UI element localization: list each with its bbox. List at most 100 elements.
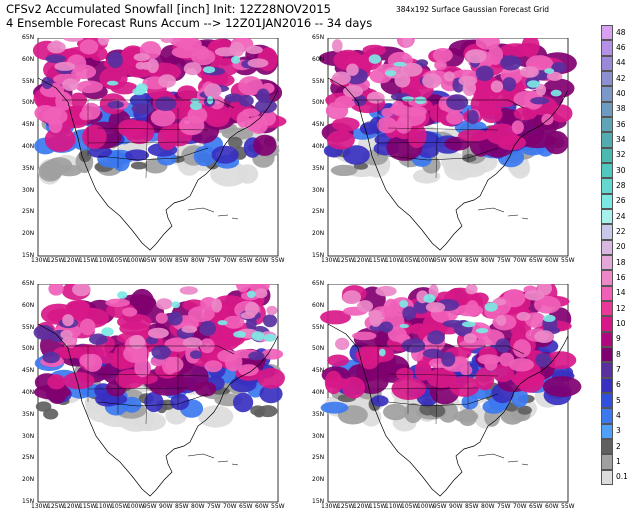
snowfall-contour-blob [149,377,187,396]
snowfall-contour-blob [204,83,222,99]
snowfall-contour-blob [544,130,569,155]
snowfall-contour-blob [47,41,66,54]
snowfall-contour-blob [190,98,200,103]
longitude-tick-label: 80W [481,257,495,264]
snowfall-contour-blob [432,48,453,63]
snowfall-contour-blob [107,100,124,109]
colorbar-label: 5 [616,395,621,405]
snowfall-contour-blob [78,149,92,163]
snowfall-contour-blob [228,136,243,149]
colorbar-swatch [601,377,613,393]
snowfall-contour-blob [131,103,155,115]
snowfall-contour-blob [475,65,494,82]
snowfall-contour-blob [393,61,407,67]
snowfall-contour-blob [63,38,84,42]
snowfall-contour-blob [342,145,370,165]
snowfall-contour-blob [402,306,417,320]
snowfall-contour-blob [254,288,268,299]
snowfall-contour-blob [144,391,164,413]
colorbar-label: 38 [616,104,626,114]
snowfall-contour-blob [352,331,377,341]
longitude-tick-label: 55W [561,503,575,510]
colorbar-swatch [601,301,613,317]
snowfall-contour-blob [217,349,238,363]
snowfall-contour-blob [248,351,265,361]
snowfall-contour-blob [42,351,60,364]
snowfall-contour-blob [97,38,110,46]
snowfall-contour-blob [82,124,107,149]
longitude-tick-label: 105W [111,503,129,510]
snowfall-contour-blob [508,358,535,372]
colorbar-label: 18 [616,257,626,267]
map-panel-run-4: 65N 60N 55N 50N 45N 40N 35N 30N 25N 20N 15N 130W 125… [312,281,584,510]
longitude-tick-label: 120W [353,503,371,510]
snowfall-contour-blob [368,310,383,324]
longitude-tick-label: 125W [337,257,355,264]
latitude-tick-label: 55N [22,323,35,331]
snowfall-contour-blob [497,135,527,151]
snowfall-contour-blob [495,338,511,353]
snowfall-contour-blob [417,145,439,158]
snowfall-contour-blob [502,77,517,92]
colorbar-label: 14 [616,288,626,298]
snowfall-map [32,38,287,257]
chart-title: CFSv2 Accumulated Snowfall [inch] Init: … [6,2,331,16]
snowfall-contour-blob [446,94,469,111]
colorbar-swatch [601,423,613,439]
snowfall-contour-blob [550,104,573,123]
longitude-tick-label: 95W [143,503,157,510]
latitude-tick-label: 25N [312,208,325,216]
latitude-tick-label: 55N [312,323,325,331]
snowfall-contour-blob [331,71,351,86]
snowfall-contour-blob [154,96,177,111]
colorbar-label: 22 [616,227,626,236]
longitude-tick-label: 100W [127,503,145,510]
colorbar-swatch [601,132,613,148]
latitude-tick-label: 15N [312,252,325,259]
colorbar-swatch [601,101,613,117]
snowfall-contour-blob [62,372,95,390]
colorbar-label: 3 [616,426,621,436]
snowfall-contour-blob [70,64,97,80]
snowfall-contour-blob [53,346,83,359]
latitude-tick-label: 50N [22,99,35,107]
snowfall-contour-blob [467,110,479,125]
colorbar-label: 36 [616,119,626,129]
snowfall-contour-blob [260,109,277,126]
snowfall-contour-blob [446,111,464,125]
snowfall-contour-blob [263,333,277,342]
colorbar-label: 0.1 [616,472,628,482]
caribbean-islands [187,207,239,220]
snowfall-contour-blob [147,327,169,339]
snowfall-contour-blob [546,71,563,81]
snowfall-contour-blob [190,350,202,359]
latitude-tick-label: 50N [312,99,325,107]
longitude-tick-label: 75W [497,503,511,510]
snowfall-contour-blob [151,345,171,360]
colorbar-label: 12 [616,303,626,313]
snowfall-contour-blob [378,348,386,357]
snowfall-contour-blob [158,74,176,88]
coastline [37,323,279,497]
longitude-tick-label: 70W [223,503,237,510]
snowfall-contour-blob [89,333,108,345]
colorbar-label: 32 [616,150,626,160]
colorbar-swatch [601,71,613,87]
snowfall-contour-blob [461,394,479,410]
longitude-tick-label: 85W [465,503,479,510]
snowfall-contour-blob [475,328,489,334]
longitude-tick-label: 55W [271,503,285,510]
snowfall-contour-blob [544,68,555,74]
colorbar-swatch [601,239,613,255]
snowfall-contour-blob [188,306,215,323]
colorbar-label: 26 [616,196,626,206]
latitude-tick-label: 45N [312,367,325,375]
snowfall-contour-blob [535,354,549,363]
caribbean-islands [477,207,529,220]
snowfall-contour-blob [320,310,351,325]
longitude-tick-label: 55W [561,257,575,264]
snowfall-contour-blob [334,95,357,109]
snowfall-contour-blob [43,408,59,420]
snowfall-contour-blob [460,365,473,376]
latitude-tick-label: 15N [22,252,35,259]
